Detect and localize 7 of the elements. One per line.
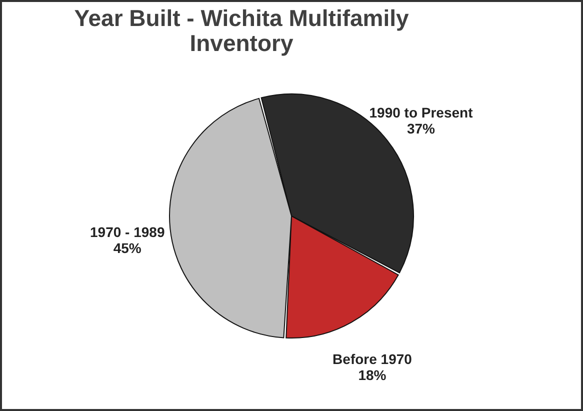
- slice-label: 1970 - 1989: [90, 224, 165, 240]
- slice-label: 1990 to Present: [369, 104, 474, 121]
- slice-label: Before 1970: [332, 350, 412, 367]
- chart-title: Year Built - Wichita Multifamily Inventory: [74, 5, 410, 56]
- data-label: 37%: [406, 120, 436, 137]
- data-label: 45%: [113, 240, 142, 256]
- data-label: 18%: [358, 366, 387, 383]
